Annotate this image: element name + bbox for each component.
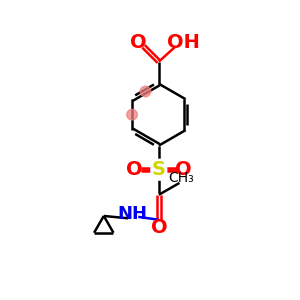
Circle shape [140,86,151,97]
Text: O: O [126,160,142,179]
Text: O: O [130,33,146,52]
Text: O: O [151,218,167,237]
Circle shape [127,110,137,120]
Text: S: S [152,160,166,179]
Text: O: O [175,160,192,179]
Text: OH: OH [167,33,200,52]
Text: CH₃: CH₃ [168,171,194,185]
Text: NH: NH [117,206,147,224]
